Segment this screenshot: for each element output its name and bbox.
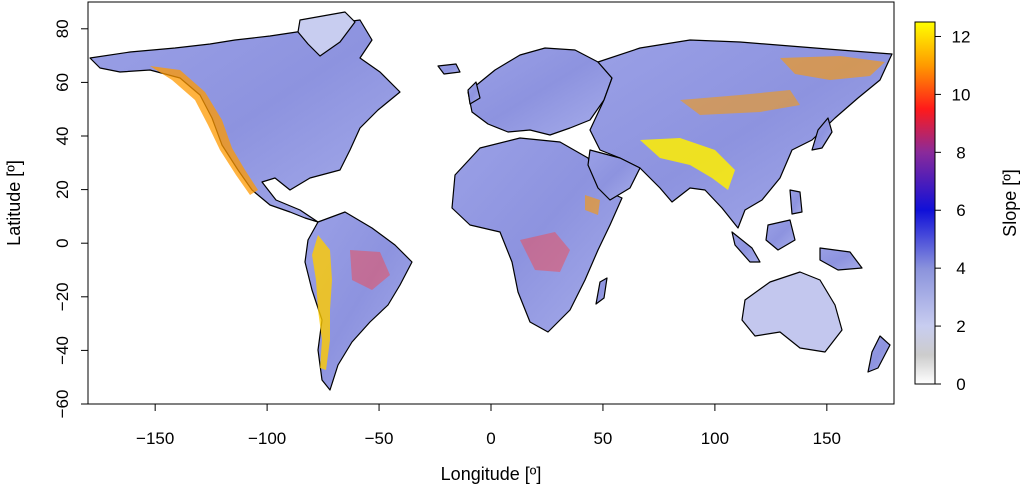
hotspot-africa (520, 232, 570, 272)
slope-hotspots (150, 56, 885, 370)
x-axis-title: Longitude [º] (441, 464, 542, 484)
sumatra (731, 231, 761, 263)
colorbar (914, 21, 936, 385)
japan (811, 117, 833, 151)
x-tick-label: −50 (365, 429, 394, 448)
x-tick-label: 0 (486, 429, 495, 448)
y-tick-label: 60 (53, 73, 72, 92)
arabia (587, 149, 641, 201)
hotspot-siberia (780, 56, 885, 80)
x-axis: −150 −100 −50 0 50 100 150 (136, 404, 841, 448)
south-america (304, 211, 413, 391)
y-tick-label: 0 (53, 238, 72, 247)
colorbar-tick-label: 12 (952, 27, 971, 46)
europe (467, 47, 613, 136)
colorbar-ticks: 0 2 4 6 8 10 12 (935, 27, 970, 394)
british-isles (467, 81, 481, 105)
colorbar-tick-label: 0 (956, 375, 965, 394)
x-tick-label: 100 (701, 429, 729, 448)
y-axis-title: Latitude [º] (4, 160, 24, 246)
y-tick-label: −40 (53, 336, 72, 365)
madagascar (595, 277, 608, 305)
australia (741, 271, 843, 353)
hotspot-ethiopia (585, 195, 600, 215)
x-tick-label: 150 (813, 429, 841, 448)
land-masses (89, 11, 893, 391)
x-tick-label: −150 (136, 429, 174, 448)
asia (589, 39, 893, 229)
new-guinea (819, 247, 863, 271)
y-tick-label: 20 (53, 180, 72, 199)
colorbar-tick-label: 10 (952, 85, 971, 104)
y-tick-label: 80 (53, 19, 72, 38)
colorbar-tick-label: 2 (956, 317, 965, 336)
x-tick-label: −100 (248, 429, 286, 448)
new-zealand (867, 335, 891, 373)
africa (451, 137, 623, 333)
colorbar-tick-label: 4 (956, 259, 965, 278)
hotspot-rockies (150, 66, 258, 195)
hotspot-andes (312, 235, 332, 370)
y-tick-label: −20 (53, 282, 72, 311)
y-tick-label: 40 (53, 127, 72, 146)
y-axis: −60 −40 −20 0 20 40 60 80 (53, 19, 88, 418)
colorbar-tick-label: 6 (956, 201, 965, 220)
y-tick-label: −60 (53, 390, 72, 419)
hotspot-himalaya (640, 138, 735, 190)
hotspot-brazil (350, 250, 390, 290)
greenland (297, 11, 356, 57)
colorbar-tick-label: 8 (956, 143, 965, 162)
hotspot-central-asia (680, 90, 800, 115)
philippines (789, 189, 803, 215)
colorbar-title: Slope [º] (1000, 169, 1020, 237)
iceland (437, 63, 461, 75)
x-tick-label: 50 (593, 429, 612, 448)
borneo (765, 219, 796, 251)
